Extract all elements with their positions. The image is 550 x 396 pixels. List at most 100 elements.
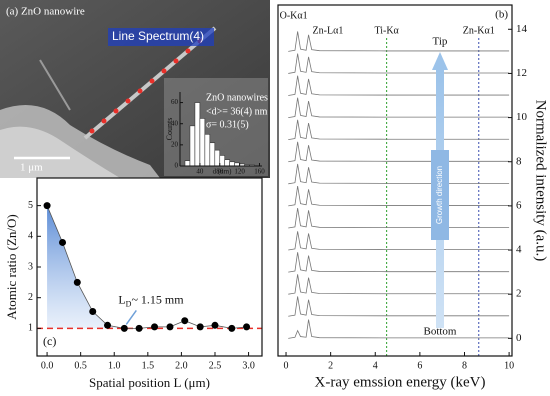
hist-bar [189, 125, 196, 167]
data-point [73, 278, 81, 286]
data-point [243, 323, 251, 331]
x-tick-label: 80 [216, 168, 224, 176]
data-point [120, 324, 128, 332]
y-axis-label: Counts [165, 118, 174, 141]
x-tick-label: 0 [284, 360, 289, 371]
x-tick-label: 3.0 [242, 360, 255, 371]
spectrum-line [288, 274, 510, 295]
peak-label: Zn-Lα1 [313, 25, 344, 36]
arrow-bottom: Bottom [423, 326, 456, 338]
data-point [43, 202, 51, 210]
hist-bar [214, 149, 221, 167]
y-axis-label: Normalized intensity (a.u.) [533, 100, 549, 262]
x-axis-label: Spatial position L (μm) [89, 375, 210, 390]
x-tick-label: 8 [462, 360, 467, 371]
growth-box [431, 150, 449, 240]
image-title: (a) ZnO nanowire [6, 6, 85, 18]
y-tick-label: 8 [516, 155, 522, 167]
marker-label: Ti-Kα [374, 25, 399, 36]
spectrum-line [288, 119, 510, 141]
spectrum-line [288, 97, 510, 118]
x-tick-label: 2 [328, 360, 333, 371]
x-axis-label: d (nm) [213, 168, 233, 176]
marker-label: Zn-Kα1 [463, 25, 495, 36]
growth-text: Growth direction [435, 166, 444, 224]
y-tick-label: 1 [28, 323, 33, 334]
spectrum-line [288, 31, 510, 52]
x-tick-label: 1.5 [142, 360, 155, 371]
inset-annotation: <d>= 36(4) nm [206, 106, 268, 117]
spectrum-line [288, 252, 510, 273]
spectrum-line [288, 163, 510, 185]
spectrum-line [288, 231, 510, 251]
y-tick-label: 4 [28, 231, 33, 242]
panel-label: (c) [43, 334, 56, 348]
annotation: LD~ 1.15 mm [118, 292, 184, 308]
annotation-sub: D [126, 299, 132, 308]
y-tick-label: 40 [171, 119, 179, 127]
scale-bar-label: 1 μm [20, 162, 43, 174]
spectrum-line [288, 319, 510, 339]
y-tick-label: 14 [516, 23, 528, 35]
hist-bar [199, 118, 206, 167]
y-tick-label: 10 [516, 111, 528, 123]
x-tick-label: 0.0 [41, 360, 54, 371]
data-point [59, 238, 67, 246]
x-tick-label: 6 [417, 360, 422, 371]
y-tick-label: 0 [175, 162, 179, 170]
data-point [181, 317, 189, 325]
data-point [135, 324, 143, 332]
data-point [151, 323, 159, 331]
spectrum-line [288, 75, 510, 96]
annotation-main: L [118, 292, 125, 306]
hist-bar [209, 142, 216, 167]
spectrum-line [288, 296, 510, 317]
shaded-region [47, 205, 125, 329]
spectrum-line [288, 185, 510, 207]
data-point [211, 321, 219, 329]
x-tick-label: 40 [196, 168, 204, 176]
x-tick-label: 120 [234, 168, 245, 176]
y-tick-label: 20 [171, 140, 179, 148]
hist-bar [204, 133, 211, 167]
inset-annotation: σ= 0.31(5) [206, 119, 249, 130]
inset-title: ZnO nanowires [206, 92, 268, 103]
x-tick-label: 10 [504, 360, 514, 371]
y-tick-label: 5 [28, 200, 33, 211]
spectrum-line [288, 53, 510, 74]
data-point [228, 324, 236, 332]
growth-arrowhead [432, 52, 448, 70]
spectrum-line [288, 208, 510, 229]
plot-frame [277, 4, 513, 357]
y-tick-label: 6 [516, 199, 522, 211]
data-point [104, 321, 112, 329]
data-point [166, 323, 174, 331]
annotation-rest: ~ 1.15 mm [131, 292, 184, 306]
annotation-arrow [125, 309, 137, 325]
y-tick-label: 60 [171, 98, 179, 106]
y-tick-label: 2 [516, 288, 522, 300]
x-tick-label: 160 [254, 168, 265, 176]
y-tick-label: 4 [516, 244, 522, 256]
line-spectrum-label: Line Spectrum(4) [112, 29, 204, 43]
peak-label: O-Kα1 [280, 10, 308, 21]
y-tick-label: 3 [28, 261, 33, 272]
hist-bar [184, 160, 191, 167]
panel-label: (b) [495, 9, 508, 21]
y-tick-label: 2 [28, 292, 33, 303]
hist-bar [229, 161, 235, 167]
y-tick-label: 12 [516, 67, 527, 79]
hist-bar [194, 102, 201, 167]
x-tick-label: 0.5 [74, 360, 87, 371]
data-point [89, 308, 97, 315]
x-tick-label: 2.5 [209, 360, 222, 371]
x-tick-label: 2.0 [175, 360, 188, 371]
hist-bar [219, 155, 226, 167]
arrow-top: Tip [433, 36, 448, 48]
x-tick-label: 1.0 [108, 360, 121, 371]
hist-bar [224, 159, 230, 167]
x-axis-label: X-ray emssion energy (keV) [315, 374, 486, 390]
y-axis-label: Atomic ratio (Zn/O) [4, 214, 19, 319]
